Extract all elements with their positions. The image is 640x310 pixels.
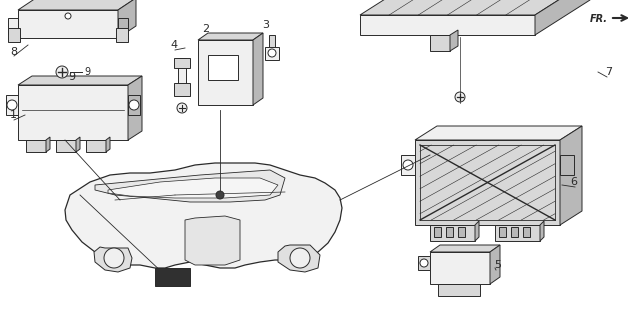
Polygon shape [265,47,279,60]
Polygon shape [94,247,132,272]
Polygon shape [401,155,415,175]
Text: 1: 1 [10,110,17,120]
Polygon shape [18,76,142,85]
Polygon shape [26,140,46,152]
Circle shape [403,160,413,170]
Bar [523,227,530,237]
Polygon shape [106,137,110,152]
Polygon shape [46,137,50,152]
Polygon shape [430,225,475,241]
Bar [458,227,465,237]
Polygon shape [198,33,263,40]
Polygon shape [118,0,136,38]
Polygon shape [415,126,582,140]
Circle shape [420,259,428,267]
Text: 6: 6 [570,177,577,187]
Bar [155,268,190,286]
Polygon shape [18,10,118,38]
Polygon shape [450,30,458,51]
Polygon shape [95,170,285,202]
Text: 9: 9 [68,72,75,82]
Text: 4: 4 [170,40,177,50]
Polygon shape [8,28,20,42]
Bar [434,227,441,237]
Polygon shape [174,83,190,96]
Polygon shape [6,95,18,115]
Polygon shape [430,245,500,252]
Circle shape [56,66,68,78]
Circle shape [65,13,71,19]
Polygon shape [56,140,76,152]
Polygon shape [475,221,479,241]
Polygon shape [495,225,540,241]
Polygon shape [118,18,128,34]
Polygon shape [360,0,590,15]
Polygon shape [360,15,535,35]
Bar [511,227,518,237]
Polygon shape [430,252,490,284]
Polygon shape [560,126,582,225]
Polygon shape [418,256,430,270]
Circle shape [216,191,224,199]
Polygon shape [76,137,80,152]
Text: 3: 3 [262,20,269,30]
Circle shape [177,103,187,113]
Polygon shape [108,178,278,198]
Text: 2: 2 [202,24,209,34]
Polygon shape [185,216,240,265]
Polygon shape [278,245,320,272]
Circle shape [104,248,124,268]
Polygon shape [18,0,136,10]
Polygon shape [128,76,142,140]
Circle shape [290,248,310,268]
Bar [499,227,506,237]
Circle shape [129,100,139,110]
Polygon shape [490,245,500,284]
Polygon shape [560,155,574,175]
Polygon shape [253,33,263,105]
Polygon shape [178,58,186,93]
Polygon shape [198,40,253,105]
Circle shape [268,49,276,57]
Text: 7: 7 [605,67,612,77]
Bar [446,227,453,237]
Polygon shape [116,28,128,42]
Polygon shape [438,284,480,296]
Polygon shape [8,18,18,34]
Polygon shape [86,140,106,152]
Circle shape [7,100,17,110]
Polygon shape [535,0,590,35]
Polygon shape [18,85,128,140]
Polygon shape [174,58,190,68]
Polygon shape [65,163,342,268]
Bar [208,55,238,80]
Text: 9: 9 [84,67,90,77]
Polygon shape [128,95,140,115]
Text: 5: 5 [494,260,501,270]
Text: FR.: FR. [590,14,608,24]
Polygon shape [415,140,560,225]
Text: 8: 8 [10,47,17,57]
Polygon shape [540,221,544,241]
Polygon shape [430,35,450,51]
Circle shape [455,92,465,102]
Polygon shape [269,35,275,47]
